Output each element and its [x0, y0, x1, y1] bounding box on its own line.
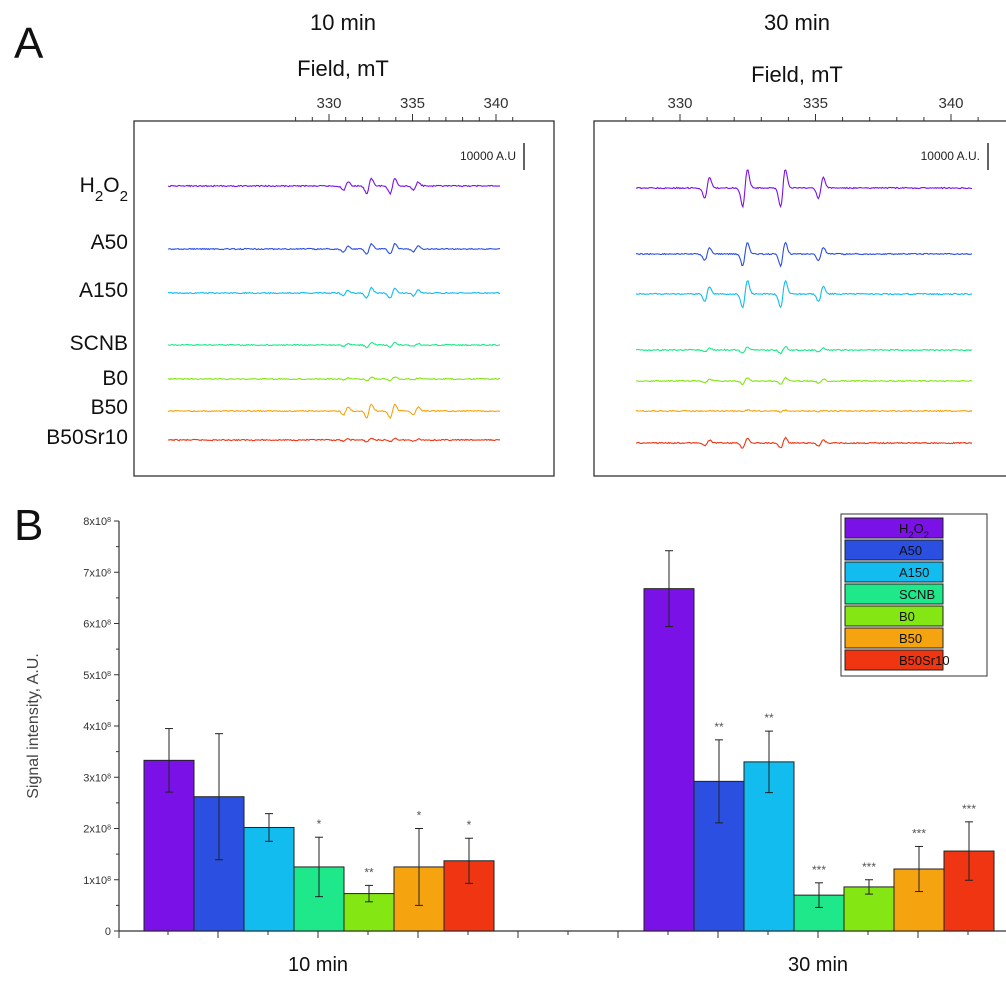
- spectrum-trace-scnb: [167, 341, 501, 349]
- x-category-label: 30 min: [788, 954, 848, 976]
- x-tick-label: 330: [316, 95, 341, 112]
- significance-marker: *: [417, 809, 422, 823]
- legend-swatch-b50sr10: [844, 649, 944, 671]
- legend-label-b50: B50: [899, 631, 922, 646]
- spectrum-trace-b50sr10: [167, 437, 501, 443]
- trace-label-scnb: SCNB: [70, 332, 128, 355]
- y-tick-label: 1x108: [83, 875, 111, 887]
- significance-marker: ***: [862, 860, 876, 874]
- x-tick-label: 340: [483, 95, 508, 112]
- panel-letter-b: B: [14, 501, 43, 550]
- y-tick-label: 4x108: [83, 721, 111, 733]
- spectrum-trace-h2o2: [635, 169, 972, 209]
- trace-label-b0: B0: [102, 367, 128, 390]
- significance-marker: **: [364, 865, 374, 879]
- scale-bar-label: 10000 A.U: [460, 149, 516, 163]
- spectrum-trace-a150: [635, 279, 973, 309]
- x-tick-label: 340: [938, 95, 963, 112]
- subplot-title: 30 min: [764, 10, 830, 35]
- y-tick-label: 7x108: [83, 567, 111, 579]
- legend-label-a50: A50: [899, 543, 922, 558]
- y-tick-label: 3x108: [83, 772, 111, 784]
- y-tick-label: 2x108: [83, 824, 111, 836]
- spectrum-trace-b0: [167, 376, 500, 382]
- legend-label-scnb: SCNB: [899, 587, 935, 602]
- bar-h2o2-30min: [643, 588, 695, 932]
- trace-label-b50: B50: [91, 396, 128, 419]
- panel-b-bar-chart: 0 1x108 2x108 3x108 4x108 5x108 6x108 7x108 8x10…: [25, 513, 1006, 976]
- trace-label-h2o2: H2O2: [80, 174, 128, 205]
- legend: H2O2 A50 A150 SCNB B0 B50 B50Sr10: [840, 513, 988, 677]
- spectrum-trace-a50: [635, 241, 973, 268]
- significance-marker: ***: [912, 826, 926, 840]
- bar-a150-10min: [243, 826, 295, 932]
- significance-marker: **: [714, 720, 724, 734]
- spectrum-subplot-2: 30 min Field, mT 330 335 340 10000 A.U.: [593, 10, 1006, 477]
- x-axis-label: Field, mT: [297, 56, 389, 81]
- legend-label-b0: B0: [899, 609, 915, 624]
- legend-swatch-a50: [844, 539, 944, 561]
- y-tick-label: 0: [105, 926, 111, 938]
- significance-marker: *: [317, 817, 322, 831]
- y-tick-label: 6x108: [83, 619, 111, 631]
- trace-label-b50sr10: B50Sr10: [46, 426, 128, 449]
- scale-bar-label: 10000 A.U.: [921, 149, 980, 163]
- spectrum-subplot-1: 10 min Field, mT 330 335 340 10000 A.U: [133, 10, 555, 477]
- x-tick-label: 335: [400, 95, 425, 112]
- legend-swatch-scnb: [844, 583, 944, 605]
- x-tick-label: 330: [667, 95, 692, 112]
- spectrum-trace-h2o2: [167, 177, 501, 196]
- plot-frame: [133, 120, 555, 477]
- spectrum-trace-b50sr10: [636, 436, 973, 449]
- subplot-title: 10 min: [310, 10, 376, 35]
- legend-swatch-a150: [844, 561, 944, 583]
- spectrum-trace-b50: [635, 408, 973, 413]
- y-tick-label: 5x108: [83, 670, 111, 682]
- significance-marker: ***: [962, 802, 976, 816]
- spectrum-trace-b0: [635, 376, 973, 385]
- legend-swatch-b50: [844, 627, 944, 649]
- bar-b50sr10-10min: [443, 860, 495, 932]
- x-axis-label: Field, mT: [751, 62, 843, 87]
- panel-letter-a: A: [14, 19, 44, 68]
- trace-label-a150: A150: [79, 279, 128, 302]
- x-category-label: 10 min: [288, 954, 348, 976]
- spectrum-trace-a50: [167, 242, 501, 255]
- legend-label-b50sr10: B50Sr10: [899, 653, 950, 668]
- y-tick-label: 8x108: [83, 516, 111, 528]
- spectrum-trace-b50: [167, 403, 500, 420]
- legend-label-h2o2: H2O2: [899, 521, 929, 540]
- legend-swatch-b0: [844, 605, 944, 627]
- plot-frame: [593, 120, 1006, 477]
- y-axis-label: Signal intensity, A.U.: [25, 653, 42, 799]
- significance-marker: **: [764, 711, 774, 725]
- panel-a-epr-spectra: 10 min Field, mT 330 335 340 10000 A.U 30 min F…: [46, 10, 1006, 477]
- legend-label-a150: A150: [899, 565, 929, 580]
- significance-marker: ***: [812, 863, 826, 877]
- spectrum-trace-scnb: [635, 346, 973, 355]
- spectrum-trace-a150: [167, 286, 501, 299]
- significance-marker: *: [467, 818, 472, 832]
- legend-swatch-h2o2: [844, 517, 944, 539]
- trace-label-a50: A50: [91, 231, 128, 254]
- x-tick-label: 335: [803, 95, 828, 112]
